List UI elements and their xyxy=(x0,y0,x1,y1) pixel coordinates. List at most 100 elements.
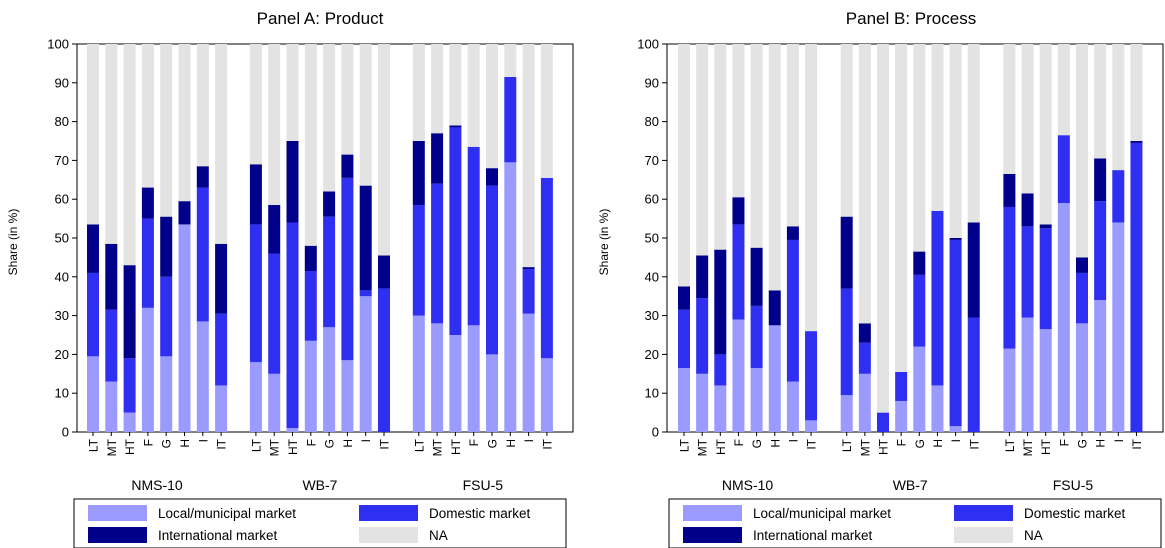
panel-b: Panel B: Process Share (in %) 0 10 20 30 40 5… xyxy=(597,9,1164,548)
bar-segment xyxy=(196,321,209,432)
bar-segment xyxy=(949,239,962,427)
bar-segment xyxy=(1039,228,1052,330)
category-label: HT xyxy=(714,438,728,455)
category-label: IT xyxy=(378,438,392,449)
bar-segment xyxy=(877,412,889,432)
bar-segment xyxy=(215,385,228,432)
bar-segment xyxy=(105,44,118,244)
group-label: NMS-10 xyxy=(131,477,183,493)
bar-segment xyxy=(359,185,372,291)
bar-segment xyxy=(87,44,99,225)
bar-segment xyxy=(1021,226,1034,318)
legend-swatch xyxy=(954,527,1013,543)
bar-segment xyxy=(1112,222,1125,432)
bar-segment xyxy=(805,420,818,432)
bar-segment xyxy=(1076,257,1088,273)
category-label: MT xyxy=(696,438,710,456)
bar-segment xyxy=(286,222,299,429)
category-label: LT xyxy=(840,438,854,452)
bar-segment xyxy=(949,426,962,432)
bar-segment xyxy=(840,44,853,217)
bar-segment xyxy=(359,290,372,297)
category-label: G xyxy=(160,439,174,448)
legend-label: Local/municipal market xyxy=(753,506,891,521)
bar-segment xyxy=(696,255,709,299)
bar-segment xyxy=(1021,193,1034,227)
bar-segment xyxy=(786,381,799,432)
bar-segment xyxy=(268,205,281,254)
y-tick-label: 0 xyxy=(652,425,659,440)
category-label: I xyxy=(949,439,963,442)
bar-segment xyxy=(178,201,191,225)
bar-segment xyxy=(412,205,425,316)
y-tick-label: 70 xyxy=(645,153,659,168)
bar-segment xyxy=(1112,44,1125,171)
bar-segment xyxy=(467,325,480,432)
group-label: WB-7 xyxy=(893,477,928,493)
bar-segment xyxy=(967,222,980,318)
category-label: HT xyxy=(449,438,463,455)
bar-segment xyxy=(123,358,136,413)
y-tick-label: 40 xyxy=(645,269,659,284)
bar-segment xyxy=(449,127,462,335)
bar-segment xyxy=(522,44,535,268)
bar-segment xyxy=(540,44,553,178)
bar-segment xyxy=(378,288,390,432)
category-label: H xyxy=(1094,439,1108,448)
bar-segment xyxy=(967,317,980,432)
bar-segment xyxy=(160,356,173,432)
bar-segment xyxy=(858,373,871,432)
bar-segment xyxy=(323,44,336,192)
panel-a: Panel A: Product Share (in %) 0 10 20 30 40 5… xyxy=(6,9,574,548)
category-label: MT xyxy=(1021,438,1035,456)
bar-segment xyxy=(949,44,962,238)
bar-segment xyxy=(1057,203,1070,432)
bar-segment xyxy=(178,224,191,432)
category-label: IT xyxy=(1130,438,1144,449)
bar-segment xyxy=(87,272,99,357)
category-label: IT xyxy=(967,438,981,449)
category-label: LT xyxy=(249,438,263,452)
bar-segment xyxy=(412,141,425,206)
bar-segment xyxy=(249,362,262,432)
category-label: G xyxy=(913,439,927,448)
y-tick-label: 60 xyxy=(55,192,69,207)
bar-segment xyxy=(160,276,173,357)
y-tick-label: 50 xyxy=(55,231,69,246)
bar-segment xyxy=(732,319,745,432)
category-label: F xyxy=(304,439,318,446)
bar-segment xyxy=(378,255,390,289)
bar-segment xyxy=(805,331,818,421)
y-tick-label: 60 xyxy=(645,192,659,207)
bar-segment xyxy=(1039,329,1052,432)
bar-segment xyxy=(967,44,980,223)
y-tick-label: 80 xyxy=(645,114,659,129)
bar-segment xyxy=(714,44,727,250)
bar-segment xyxy=(268,44,281,206)
bar-segment xyxy=(840,395,853,432)
bar-segment xyxy=(931,385,944,432)
bar-segment xyxy=(678,44,690,287)
bar-segment xyxy=(1130,44,1143,141)
y-tick-label: 0 xyxy=(62,425,69,440)
legend-swatch xyxy=(683,505,742,521)
category-label: HT xyxy=(1039,438,1053,455)
bar-segment xyxy=(304,245,317,271)
y-tick-label: 30 xyxy=(55,308,69,323)
bar-segment xyxy=(1076,44,1088,258)
bar-segment xyxy=(750,247,763,306)
bar-segment xyxy=(1021,44,1034,194)
bar-segment xyxy=(449,44,462,126)
y-tick-label: 30 xyxy=(645,308,659,323)
bar-segment xyxy=(304,44,317,246)
bar-segment xyxy=(141,307,154,432)
bar-segment xyxy=(895,371,908,401)
bar-segment xyxy=(895,400,908,432)
bar-segment xyxy=(249,164,262,225)
bar-segment xyxy=(268,373,281,432)
category-label: H xyxy=(504,439,518,448)
bar-segment xyxy=(1057,135,1070,204)
bar-segment xyxy=(1003,206,1016,349)
legend-label: Domestic market xyxy=(1024,506,1126,521)
